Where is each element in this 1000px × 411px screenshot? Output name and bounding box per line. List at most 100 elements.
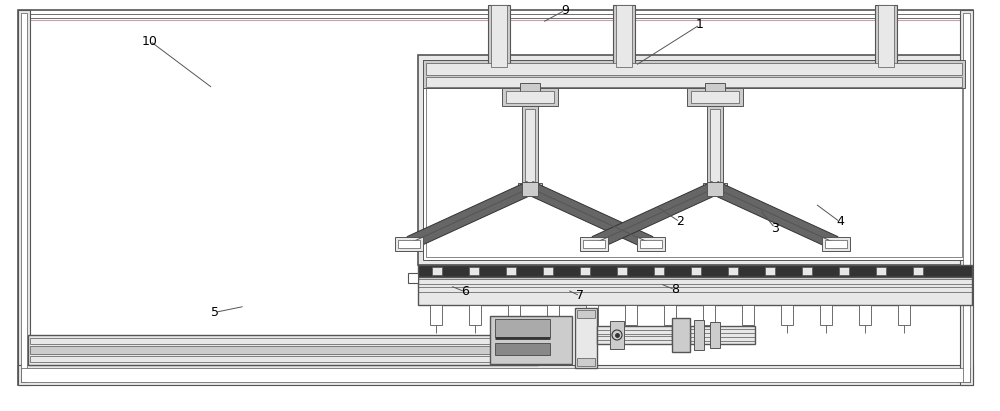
Bar xyxy=(547,305,559,325)
Text: 5: 5 xyxy=(211,306,219,319)
Bar xyxy=(580,237,608,251)
Bar xyxy=(525,109,535,186)
Bar xyxy=(878,5,894,67)
Bar xyxy=(610,321,624,349)
Bar xyxy=(418,265,972,277)
Bar xyxy=(30,356,536,362)
Bar xyxy=(859,305,871,325)
Bar xyxy=(672,318,690,352)
Bar xyxy=(495,319,550,337)
Bar xyxy=(520,83,540,93)
Bar xyxy=(960,10,973,385)
Text: 6: 6 xyxy=(461,285,469,298)
Bar xyxy=(26,18,965,377)
Bar xyxy=(707,182,723,196)
Text: 4: 4 xyxy=(836,215,844,229)
Bar xyxy=(781,305,793,325)
Bar xyxy=(690,326,755,344)
Text: 8: 8 xyxy=(671,283,679,296)
Bar xyxy=(506,267,516,275)
Bar xyxy=(694,320,704,350)
Bar xyxy=(742,305,754,325)
Bar xyxy=(690,337,755,341)
Bar xyxy=(617,267,627,275)
Bar xyxy=(640,240,662,248)
Bar xyxy=(543,267,553,275)
Bar xyxy=(597,330,672,334)
Bar xyxy=(28,20,963,375)
Bar xyxy=(597,336,672,340)
Bar xyxy=(839,267,849,275)
Bar xyxy=(583,240,605,248)
Bar xyxy=(580,267,590,275)
Polygon shape xyxy=(712,182,838,249)
Bar xyxy=(469,305,481,325)
Bar xyxy=(398,240,420,248)
Bar xyxy=(625,305,637,325)
Bar xyxy=(22,14,969,381)
Bar xyxy=(18,10,30,385)
Polygon shape xyxy=(592,182,718,249)
Bar xyxy=(876,267,886,275)
Bar xyxy=(765,267,775,275)
Text: 2: 2 xyxy=(676,215,684,229)
Bar xyxy=(728,267,738,275)
Polygon shape xyxy=(527,182,653,249)
Bar xyxy=(21,368,970,382)
Bar xyxy=(703,183,727,191)
Bar xyxy=(586,305,598,325)
Bar xyxy=(488,5,510,67)
Bar xyxy=(707,106,723,186)
Bar xyxy=(575,308,597,368)
Bar xyxy=(820,305,832,325)
Bar xyxy=(613,5,635,67)
Bar xyxy=(637,237,665,251)
Bar xyxy=(30,338,536,344)
Bar xyxy=(963,13,970,382)
Bar xyxy=(522,182,538,196)
Bar xyxy=(577,358,595,366)
Bar xyxy=(690,329,755,333)
Bar xyxy=(875,5,897,67)
Bar xyxy=(518,183,542,191)
Bar xyxy=(408,273,418,283)
Text: 9: 9 xyxy=(561,4,569,17)
Bar xyxy=(28,335,538,365)
Bar xyxy=(913,267,923,275)
Bar xyxy=(703,305,715,325)
Bar xyxy=(490,316,572,364)
Bar xyxy=(18,365,973,385)
Bar xyxy=(426,63,962,75)
Bar xyxy=(430,305,442,325)
Bar xyxy=(469,267,479,275)
Bar xyxy=(577,310,595,318)
Bar xyxy=(491,5,507,67)
Bar xyxy=(687,88,743,106)
Bar xyxy=(418,279,972,284)
Bar xyxy=(418,55,970,265)
Text: 10: 10 xyxy=(142,35,158,48)
Bar xyxy=(522,106,538,186)
Bar xyxy=(691,267,701,275)
Bar xyxy=(426,63,962,257)
Bar xyxy=(802,267,812,275)
Bar xyxy=(825,240,847,248)
Bar xyxy=(423,60,965,88)
Bar xyxy=(508,305,520,325)
Bar xyxy=(418,277,972,305)
Text: 7: 7 xyxy=(576,289,584,302)
Bar xyxy=(664,305,676,325)
Text: 3: 3 xyxy=(771,222,779,235)
Bar xyxy=(616,5,632,67)
Polygon shape xyxy=(407,182,533,249)
Bar xyxy=(502,88,558,106)
Bar xyxy=(705,83,725,93)
Bar xyxy=(710,322,720,348)
Bar xyxy=(495,343,550,355)
Bar xyxy=(506,91,554,103)
Text: 1: 1 xyxy=(696,18,704,31)
Bar xyxy=(691,91,739,103)
Bar xyxy=(21,13,27,382)
Bar xyxy=(898,305,910,325)
Bar xyxy=(822,237,850,251)
